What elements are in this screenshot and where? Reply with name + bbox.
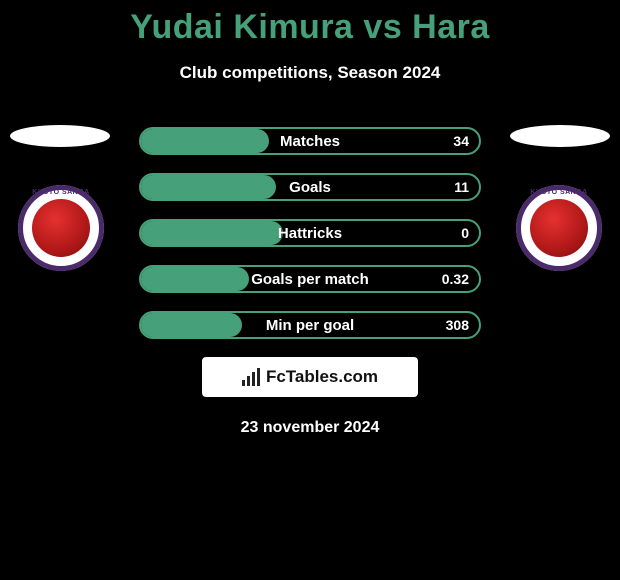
stat-bar-left bbox=[141, 313, 242, 337]
branding-bars-icon bbox=[242, 368, 260, 386]
stat-label: Goals per match bbox=[251, 271, 369, 288]
branding-text: FcTables.com bbox=[266, 367, 378, 387]
stat-row-goals-per-match: Goals per match 0.32 bbox=[139, 265, 481, 293]
stat-value: 11 bbox=[454, 179, 469, 195]
stat-bar-left bbox=[141, 175, 276, 199]
team-logo-inner bbox=[32, 199, 90, 257]
stat-label: Goals bbox=[289, 179, 331, 196]
team-logo-arc-text: KYOTO SANGA bbox=[516, 189, 602, 196]
team-logo-right: KYOTO SANGA bbox=[516, 185, 602, 271]
stat-row-hattricks: Hattricks 0 bbox=[139, 219, 481, 247]
stat-value: 34 bbox=[453, 133, 469, 149]
stat-row-goals: Goals 11 bbox=[139, 173, 481, 201]
player-slot-left bbox=[10, 125, 110, 147]
stat-bar-left bbox=[141, 129, 269, 153]
comparison-content: KYOTO SANGA KYOTO SANGA Matches 34 Goals… bbox=[0, 125, 620, 437]
stat-label: Hattricks bbox=[278, 225, 342, 242]
stat-value: 0.32 bbox=[442, 271, 469, 287]
team-logo-arc-text: KYOTO SANGA bbox=[18, 189, 104, 196]
stat-bar-left bbox=[141, 221, 283, 245]
stat-label: Matches bbox=[280, 133, 340, 150]
stat-row-min-per-goal: Min per goal 308 bbox=[139, 311, 481, 339]
team-logo-inner bbox=[530, 199, 588, 257]
stat-value: 308 bbox=[446, 317, 469, 333]
team-logo-left: KYOTO SANGA bbox=[18, 185, 104, 271]
stat-bar-left bbox=[141, 267, 249, 291]
stat-row-matches: Matches 34 bbox=[139, 127, 481, 155]
page-title: Yudai Kimura vs Hara bbox=[0, 0, 620, 47]
branding-badge: FcTables.com bbox=[202, 357, 418, 397]
subtitle: Club competitions, Season 2024 bbox=[0, 63, 620, 83]
stats-list: Matches 34 Goals 11 Hattricks 0 Goals pe… bbox=[139, 125, 481, 339]
stat-label: Min per goal bbox=[266, 317, 354, 334]
player-slot-right bbox=[510, 125, 610, 147]
date-text: 23 november 2024 bbox=[0, 419, 620, 437]
stat-value: 0 bbox=[461, 225, 469, 241]
